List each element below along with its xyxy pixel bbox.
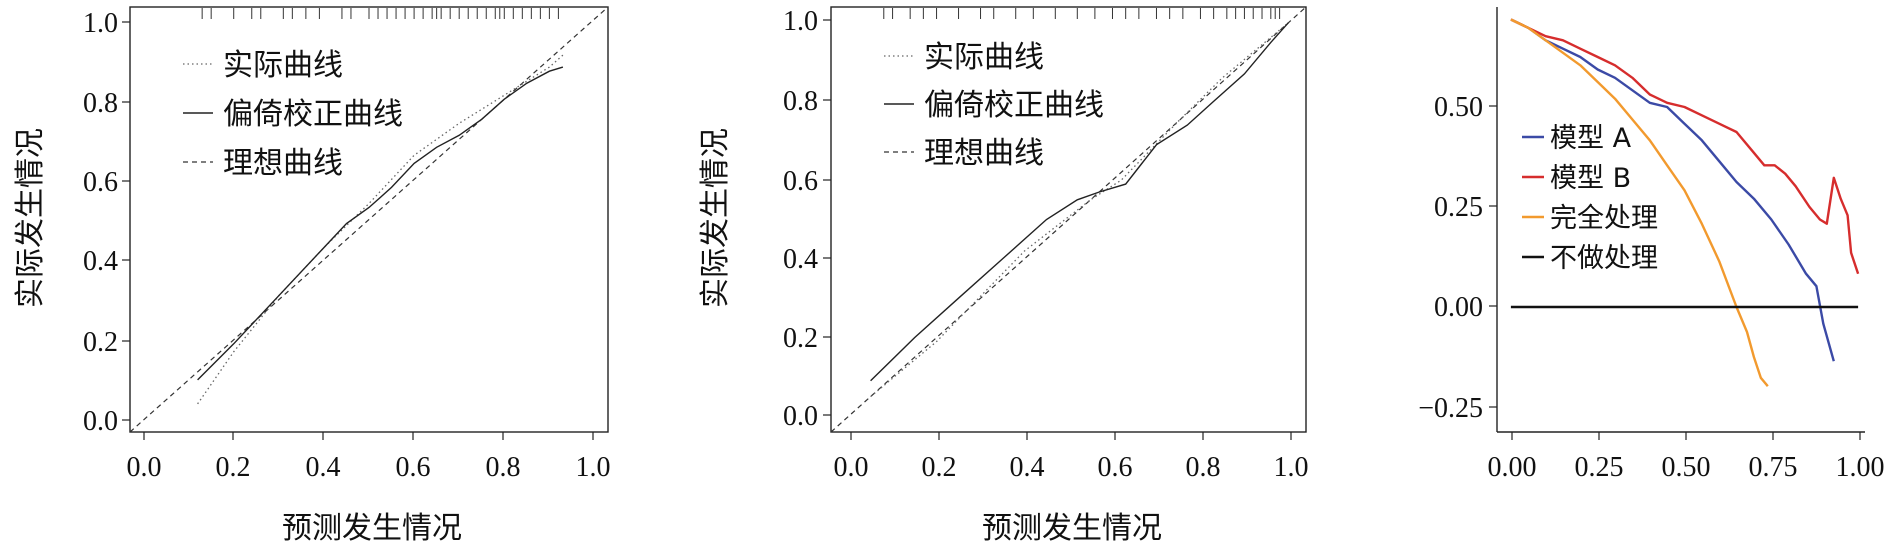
x-tick-label: 0.25 bbox=[1575, 452, 1624, 483]
x-ticks-3: 0.00 0.25 0.50 0.75 1.00 bbox=[1488, 432, 1885, 483]
y-tick-label: 0.4 bbox=[783, 244, 818, 275]
legend-label-bias-corrected: 偏倚校正曲线 bbox=[924, 88, 1104, 123]
y-ticks-2: 0.0 0.2 0.4 0.6 0.8 1.0 bbox=[783, 6, 831, 432]
y-tick-label: 0.00 bbox=[1434, 292, 1483, 323]
x-tick-label: 0.6 bbox=[396, 452, 431, 483]
y-ticks-3: 0.50 0.25 0.00 −0.25 bbox=[1418, 92, 1497, 424]
y-tick-label: 0.8 bbox=[83, 88, 118, 119]
rug-marks-1 bbox=[201, 8, 559, 19]
x-tick-label: 1.0 bbox=[576, 452, 611, 483]
legend-label-model-b: 模型 B bbox=[1550, 163, 1631, 194]
x-tick-label: 0.00 bbox=[1488, 452, 1537, 483]
x-ticks-1: 0.0 0.2 0.4 0.6 0.8 1.0 bbox=[127, 432, 611, 483]
legend-label-apparent: 实际曲线 bbox=[223, 48, 343, 83]
apparent-curve-line-1 bbox=[197, 54, 564, 405]
legend-label-treat-none: 不做处理 bbox=[1550, 243, 1658, 274]
y-tick-label: 0.4 bbox=[83, 246, 118, 277]
plot-frame-2 bbox=[830, 6, 1307, 433]
y-axis-title-1: 实际发生情况 bbox=[13, 128, 48, 308]
legend-label-ideal: 理想曲线 bbox=[223, 146, 343, 181]
x-tick-label: 0.4 bbox=[306, 452, 341, 483]
x-ticks-2: 0.0 0.2 0.4 0.6 0.8 1.0 bbox=[834, 432, 1309, 483]
legend-label-ideal: 理想曲线 bbox=[924, 136, 1044, 171]
x-tick-label: 0.2 bbox=[922, 452, 957, 483]
x-tick-label: 0.8 bbox=[1186, 452, 1221, 483]
y-tick-label: 0.0 bbox=[83, 406, 118, 437]
y-tick-label: 0.6 bbox=[83, 167, 118, 198]
y-tick-label: −0.25 bbox=[1418, 393, 1483, 424]
y-tick-label: 1.0 bbox=[783, 6, 818, 37]
ideal-curve-line-1 bbox=[129, 6, 609, 433]
legend-label-apparent: 实际曲线 bbox=[924, 40, 1044, 75]
y-axis-title-2: 实际发生情况 bbox=[698, 128, 733, 308]
y-tick-label: 0.0 bbox=[783, 401, 818, 432]
treat-all-line bbox=[1510, 18, 1769, 387]
calibration-plot-1: 0.0 0.2 0.4 0.6 0.8 1.0 0.0 0.2 0.4 0.6 … bbox=[13, 6, 611, 545]
decision-curve-plot: 0.50 0.25 0.00 −0.25 0.00 0.25 0.50 0.75… bbox=[1418, 7, 1885, 483]
y-ticks-1: 0.0 0.2 0.4 0.6 0.8 1.0 bbox=[83, 8, 130, 437]
y-tick-label: 0.25 bbox=[1434, 192, 1483, 223]
bias-corrected-curve-line-1 bbox=[197, 66, 564, 381]
x-tick-label: 0.6 bbox=[1098, 452, 1133, 483]
model-a-line bbox=[1510, 18, 1835, 362]
x-tick-label: 0.0 bbox=[127, 452, 162, 483]
ideal-curve-line-2 bbox=[830, 6, 1307, 433]
legend-label-bias-corrected: 偏倚校正曲线 bbox=[223, 97, 403, 132]
x-tick-label: 1.00 bbox=[1836, 452, 1885, 483]
plot-frame-1 bbox=[129, 6, 609, 433]
x-tick-label: 0.4 bbox=[1010, 452, 1045, 483]
y-tick-label: 0.50 bbox=[1434, 92, 1483, 123]
x-tick-label: 0.50 bbox=[1662, 452, 1711, 483]
legend-label-treat-all: 完全处理 bbox=[1550, 203, 1658, 234]
y-tick-label: 1.0 bbox=[83, 8, 118, 39]
legend-3: 模型 A 模型 B 完全处理 不做处理 bbox=[1522, 123, 1658, 274]
y-tick-label: 0.8 bbox=[783, 86, 818, 117]
y-tick-label: 0.2 bbox=[83, 327, 118, 358]
x-tick-label: 0.2 bbox=[216, 452, 251, 483]
x-tick-label: 0.0 bbox=[834, 452, 869, 483]
x-tick-label: 0.8 bbox=[486, 452, 521, 483]
x-axis-title-1: 预测发生情况 bbox=[282, 511, 462, 545]
legend-2: 实际曲线 偏倚校正曲线 理想曲线 bbox=[884, 40, 1104, 171]
y-tick-label: 0.2 bbox=[783, 323, 818, 354]
calibration-plot-2: 0.0 0.2 0.4 0.6 0.8 1.0 0.0 0.2 0.4 0.6 … bbox=[698, 6, 1309, 545]
x-tick-label: 0.75 bbox=[1749, 452, 1798, 483]
legend-label-model-a: 模型 A bbox=[1550, 123, 1632, 154]
decision-curve-lines bbox=[1510, 18, 1860, 387]
legend-1: 实际曲线 偏倚校正曲线 理想曲线 bbox=[183, 48, 403, 181]
x-axis-title-2: 预测发生情况 bbox=[982, 511, 1162, 545]
bias-corrected-curve-line-2 bbox=[870, 22, 1289, 382]
x-tick-label: 1.0 bbox=[1274, 452, 1309, 483]
model-b-line bbox=[1510, 18, 1860, 275]
rug-marks-2 bbox=[883, 8, 1281, 19]
y-tick-label: 0.6 bbox=[783, 166, 818, 197]
